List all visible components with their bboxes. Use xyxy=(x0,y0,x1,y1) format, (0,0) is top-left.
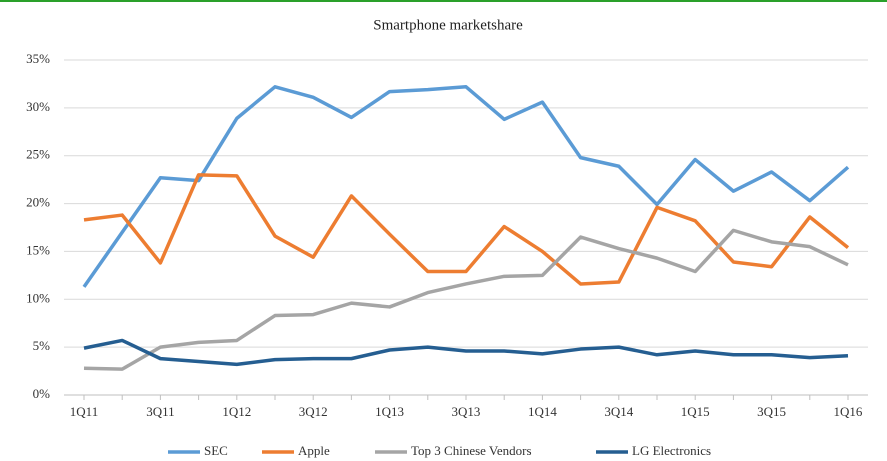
x-tick-label: 3Q13 xyxy=(452,404,481,419)
legend-label: Top 3 Chinese Vendors xyxy=(411,443,532,458)
legend-label: Apple xyxy=(298,443,330,458)
y-tick-label: 0% xyxy=(33,386,51,401)
y-tick-label: 5% xyxy=(33,338,51,353)
x-tick-label: 1Q12 xyxy=(222,404,251,419)
x-tick-label: 3Q12 xyxy=(299,404,328,419)
series-line xyxy=(83,228,849,371)
y-tick-label: 15% xyxy=(26,242,50,257)
y-tick-label: 30% xyxy=(26,99,50,114)
x-tick-label: 3Q11 xyxy=(146,404,174,419)
x-tick-label: 3Q15 xyxy=(757,404,786,419)
legend-label: SEC xyxy=(204,443,228,458)
y-tick-label: 10% xyxy=(26,290,50,305)
legend-label: LG Electronics xyxy=(632,443,711,458)
x-tick-label: 3Q14 xyxy=(604,404,633,419)
y-tick-label: 25% xyxy=(26,147,50,162)
series-line xyxy=(83,173,850,286)
x-tick-label: 1Q15 xyxy=(681,404,710,419)
y-tick-label: 35% xyxy=(26,51,50,66)
x-tick-label: 1Q16 xyxy=(834,404,863,419)
y-tick-label: 20% xyxy=(26,195,50,210)
x-tick-label: 1Q14 xyxy=(528,404,557,419)
x-tick-label: 1Q13 xyxy=(375,404,404,419)
series-line xyxy=(82,85,850,288)
chart-title: Smartphone marketshare xyxy=(373,17,523,33)
x-tick-label: 1Q11 xyxy=(70,404,98,419)
series-line xyxy=(83,338,849,367)
